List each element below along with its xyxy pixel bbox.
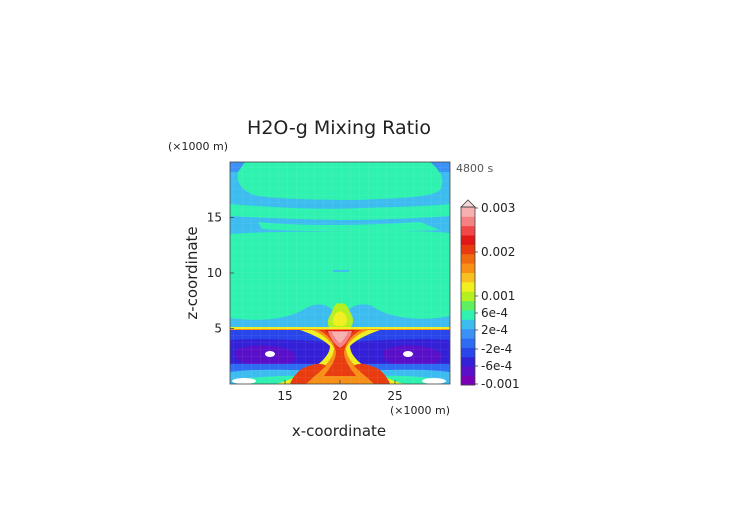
contour-field	[230, 162, 450, 384]
colorbar-segment	[461, 310, 475, 320]
colorbar-segment	[461, 338, 475, 348]
colorbar-segment	[461, 356, 475, 367]
colorbar-segment	[461, 235, 475, 245]
x-axis-ticks: 15 20 25	[277, 380, 403, 403]
colorbar-segment	[461, 291, 475, 302]
colorbar-segment	[461, 300, 475, 311]
y-axis-unit: (×1000 m)	[168, 140, 228, 153]
colorbar-level-label: 0.001	[481, 289, 515, 303]
colorbar-segment	[461, 272, 475, 283]
y-tick-label: 5	[214, 322, 222, 336]
colorbar-segment	[461, 347, 475, 358]
x-axis-unit: (×1000 m)	[390, 404, 450, 417]
colorbar-labels: 0.003 0.002 0.001 6e-4 2e-4 -2e-4 -6e-4 -0.001	[475, 201, 520, 391]
colorbar-level-label: 6e-4	[481, 306, 508, 320]
colorbar-segment	[461, 244, 475, 255]
colorbar-level-label: -2e-4	[481, 342, 512, 356]
colorbar-segment	[461, 375, 475, 386]
colorbar-level-label: -6e-4	[481, 359, 512, 373]
colorbar-segment	[461, 225, 475, 236]
x-tick-label: 20	[332, 389, 347, 403]
colorbar-segment	[461, 319, 475, 330]
colorbar-level-label: 2e-4	[481, 323, 508, 337]
x-tick-label: 15	[277, 389, 292, 403]
y-tick-label: 15	[207, 211, 222, 225]
chart-title: H2O-g Mixing Ratio	[247, 117, 431, 139]
grid-texture	[230, 162, 450, 384]
colorbar-segment	[461, 207, 475, 217]
time-label: 4800 s	[456, 162, 493, 175]
y-tick-label: 10	[207, 266, 222, 280]
y-axis-ticks: 5 10 15	[207, 211, 234, 336]
colorbar-segment	[461, 328, 475, 339]
colorbar-segment	[461, 253, 475, 264]
colorbar-extend-arrow	[460, 199, 476, 208]
colorbar	[460, 199, 476, 386]
colorbar-segment	[461, 366, 475, 377]
y-axis-label: z-coordinate	[183, 226, 201, 319]
colorbar-segment	[461, 263, 475, 273]
colorbar-segment	[461, 216, 475, 227]
x-tick-label: 25	[387, 389, 402, 403]
colorbar-level-label: -0.001	[481, 377, 520, 391]
x-axis-label: x-coordinate	[292, 422, 386, 440]
colorbar-segment	[461, 281, 475, 292]
colorbar-level-label: 0.002	[481, 245, 515, 259]
colorbar-level-label: 0.003	[481, 201, 515, 215]
